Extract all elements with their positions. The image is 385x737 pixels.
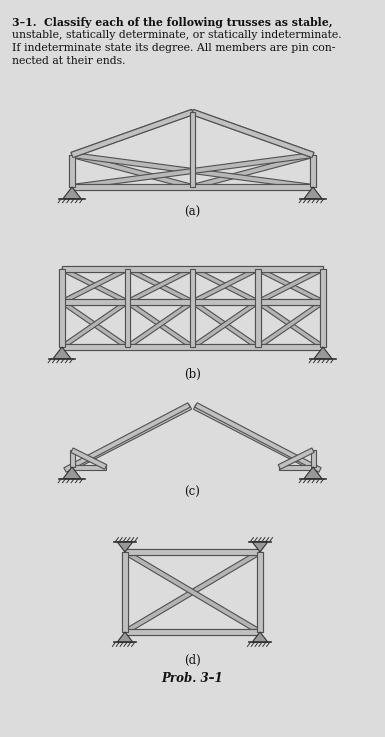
Polygon shape bbox=[124, 550, 261, 634]
Text: Prob. 3–1: Prob. 3–1 bbox=[161, 672, 223, 685]
Polygon shape bbox=[320, 269, 326, 347]
Polygon shape bbox=[252, 632, 268, 643]
Polygon shape bbox=[278, 448, 314, 469]
Polygon shape bbox=[72, 184, 313, 189]
Polygon shape bbox=[314, 347, 332, 359]
Polygon shape bbox=[122, 552, 128, 632]
Polygon shape bbox=[191, 300, 259, 349]
Polygon shape bbox=[192, 109, 314, 158]
Polygon shape bbox=[71, 448, 107, 469]
Polygon shape bbox=[71, 109, 193, 158]
Polygon shape bbox=[257, 552, 263, 632]
Polygon shape bbox=[125, 629, 260, 635]
Text: unstable, statically determinate, or statically indeterminate.: unstable, statically determinate, or sta… bbox=[12, 30, 341, 40]
Polygon shape bbox=[71, 153, 193, 189]
Polygon shape bbox=[252, 542, 268, 552]
Text: nected at their ends.: nected at their ends. bbox=[12, 56, 126, 66]
Polygon shape bbox=[61, 300, 129, 349]
Polygon shape bbox=[126, 300, 194, 349]
Polygon shape bbox=[193, 405, 312, 469]
Polygon shape bbox=[125, 549, 260, 555]
Polygon shape bbox=[192, 153, 314, 189]
Text: (c): (c) bbox=[184, 486, 201, 498]
Polygon shape bbox=[62, 344, 323, 350]
Polygon shape bbox=[191, 300, 259, 349]
Polygon shape bbox=[71, 109, 193, 158]
Text: (a): (a) bbox=[184, 206, 201, 218]
Polygon shape bbox=[190, 112, 195, 187]
Polygon shape bbox=[62, 266, 323, 272]
Polygon shape bbox=[70, 450, 75, 467]
Polygon shape bbox=[191, 267, 259, 304]
Polygon shape bbox=[125, 549, 260, 555]
Polygon shape bbox=[257, 267, 324, 304]
Polygon shape bbox=[124, 269, 130, 347]
Polygon shape bbox=[190, 269, 195, 347]
Polygon shape bbox=[62, 299, 323, 305]
Polygon shape bbox=[72, 464, 106, 469]
Polygon shape bbox=[255, 269, 261, 347]
Polygon shape bbox=[72, 153, 313, 189]
Polygon shape bbox=[61, 267, 128, 304]
Polygon shape bbox=[310, 155, 316, 187]
Polygon shape bbox=[190, 112, 195, 187]
Polygon shape bbox=[69, 155, 75, 187]
Polygon shape bbox=[192, 109, 314, 158]
Polygon shape bbox=[117, 632, 133, 643]
Polygon shape bbox=[279, 464, 313, 469]
Polygon shape bbox=[126, 267, 194, 304]
Polygon shape bbox=[126, 300, 194, 349]
Text: (b): (b) bbox=[184, 368, 201, 380]
Polygon shape bbox=[72, 184, 313, 189]
Polygon shape bbox=[125, 629, 260, 635]
Polygon shape bbox=[124, 269, 130, 347]
Polygon shape bbox=[62, 266, 323, 272]
Polygon shape bbox=[190, 269, 195, 347]
Text: (d): (d) bbox=[184, 654, 201, 666]
Polygon shape bbox=[62, 344, 323, 350]
Polygon shape bbox=[117, 542, 133, 552]
Polygon shape bbox=[310, 450, 315, 467]
Polygon shape bbox=[255, 269, 261, 347]
Polygon shape bbox=[304, 187, 322, 199]
Polygon shape bbox=[61, 267, 128, 304]
Polygon shape bbox=[59, 269, 65, 347]
Polygon shape bbox=[72, 153, 313, 189]
Polygon shape bbox=[73, 405, 192, 469]
Text: If indeterminate state its degree. All members are pin con-: If indeterminate state its degree. All m… bbox=[12, 43, 335, 53]
Polygon shape bbox=[257, 267, 324, 304]
Polygon shape bbox=[69, 155, 75, 187]
Polygon shape bbox=[64, 403, 190, 472]
Polygon shape bbox=[122, 552, 128, 632]
Polygon shape bbox=[61, 300, 129, 349]
Polygon shape bbox=[256, 300, 324, 349]
Polygon shape bbox=[53, 347, 71, 359]
Polygon shape bbox=[304, 467, 322, 479]
Polygon shape bbox=[257, 552, 263, 632]
Polygon shape bbox=[256, 300, 324, 349]
Polygon shape bbox=[63, 467, 81, 479]
Polygon shape bbox=[191, 267, 259, 304]
Polygon shape bbox=[320, 269, 326, 347]
Polygon shape bbox=[195, 403, 321, 472]
Polygon shape bbox=[62, 299, 323, 305]
Polygon shape bbox=[124, 550, 261, 634]
Polygon shape bbox=[126, 267, 194, 304]
Polygon shape bbox=[59, 269, 65, 347]
Text: 3–1.  Classify each of the following trusses as stable,: 3–1. Classify each of the following trus… bbox=[12, 17, 333, 28]
Polygon shape bbox=[310, 155, 316, 187]
Polygon shape bbox=[63, 187, 81, 199]
